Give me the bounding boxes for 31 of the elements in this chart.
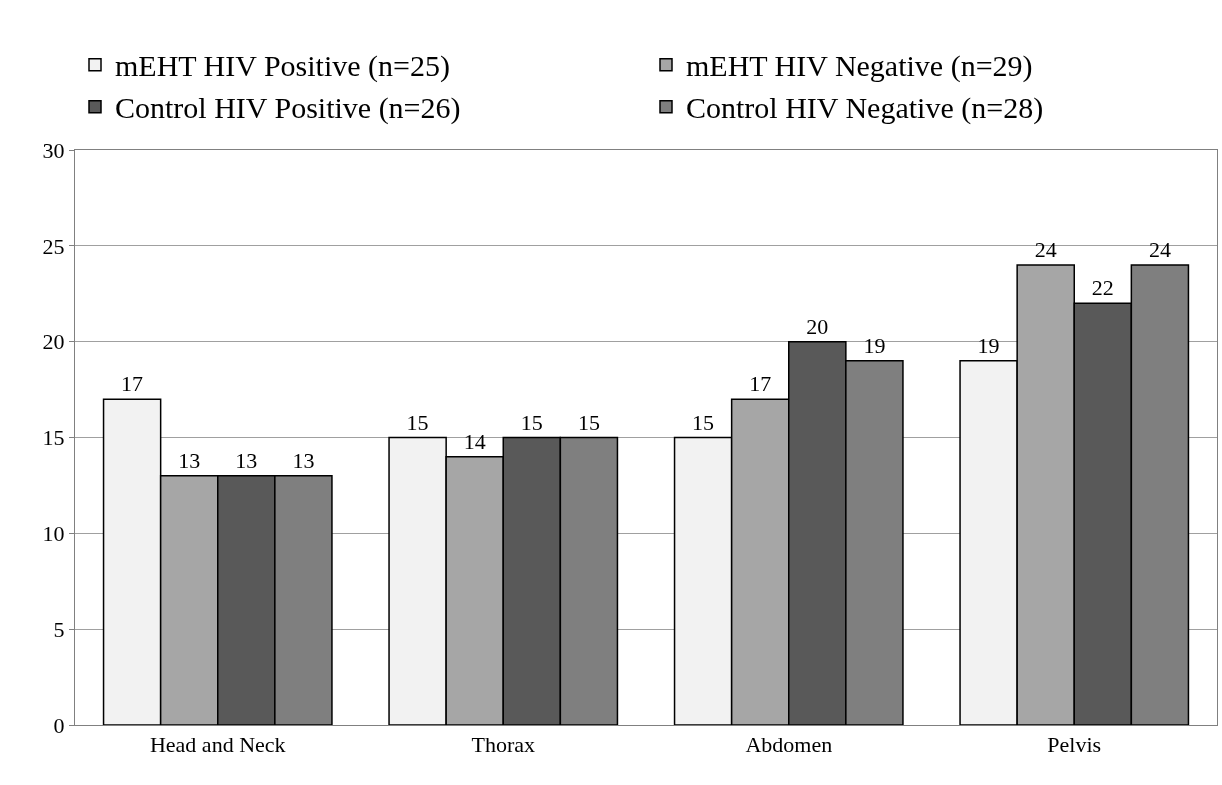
legend-label: mEHT HIV Positive (n=25) <box>115 49 450 84</box>
y-tick-label: 10 <box>42 521 65 547</box>
data-label: 17 <box>121 371 144 397</box>
data-label: 14 <box>463 428 486 454</box>
y-tick-label: 15 <box>42 425 65 451</box>
x-tick-label: Abdomen <box>745 732 833 758</box>
x-tick-label: Thorax <box>471 732 536 758</box>
data-label: 13 <box>178 447 201 473</box>
y-tick-label: 0 <box>53 712 65 738</box>
legend-label: mEHT HIV Negative (n=29) <box>686 49 1033 84</box>
data-label: 13 <box>235 447 258 473</box>
y-tick-label: 25 <box>42 233 65 259</box>
data-label: 17 <box>749 371 772 397</box>
data-label: 15 <box>577 409 600 435</box>
data-label: 13 <box>292 447 315 473</box>
data-label: 19 <box>977 332 1000 358</box>
y-tick-label: 30 <box>42 137 65 163</box>
y-tick-label: 20 <box>42 329 65 355</box>
x-tick-label: Pelvis <box>1047 732 1102 758</box>
data-label: 20 <box>806 313 829 339</box>
data-label: 22 <box>1091 275 1114 301</box>
data-label: 24 <box>1148 237 1171 262</box>
data-label: 24 <box>1034 237 1057 262</box>
data-label: 15 <box>406 409 429 435</box>
y-tick-label: 5 <box>53 616 65 642</box>
data-label: 19 <box>863 332 886 358</box>
legend-label: Control HIV Positive (n=26) <box>115 91 461 126</box>
data-label: 15 <box>692 409 715 435</box>
x-tick-label: Head and Neck <box>149 732 286 758</box>
data-label: 15 <box>520 409 543 435</box>
legend-label: Control HIV Negative (n=28) <box>686 91 1044 126</box>
